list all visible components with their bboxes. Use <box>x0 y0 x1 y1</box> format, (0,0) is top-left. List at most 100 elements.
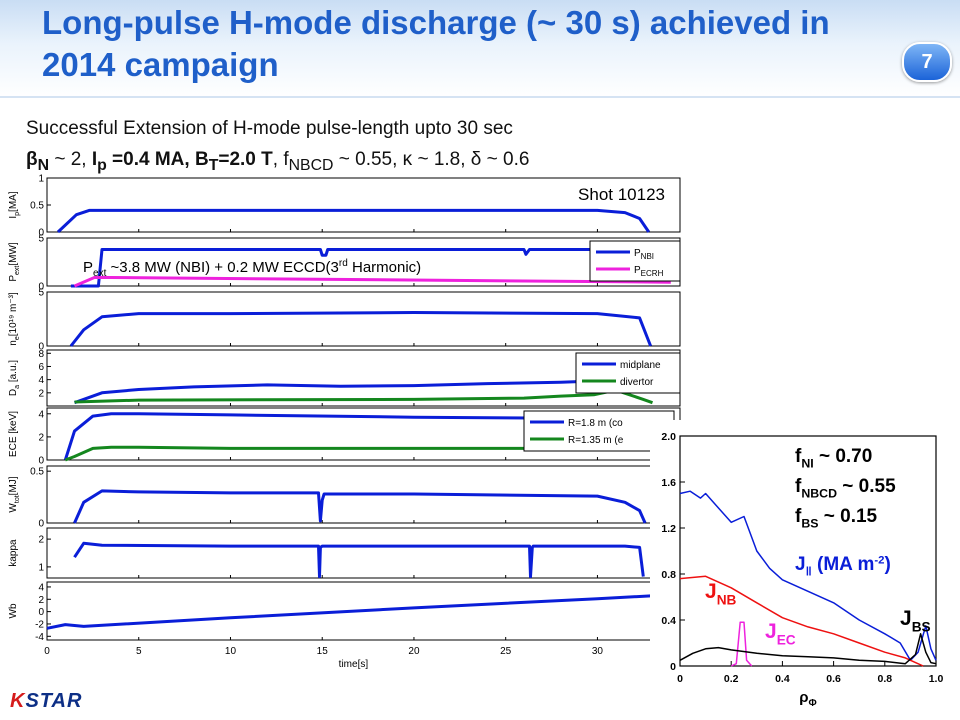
black-profile-line <box>679 633 937 665</box>
y-tick-label: 0 <box>38 342 44 353</box>
x-tick-label: 0.6 <box>826 673 841 685</box>
shape-parameters: ~ 0.55, κ ~ 1.8, δ ~ 0.6 <box>333 149 530 170</box>
y-tick-label: 0.5 <box>30 467 44 478</box>
blue-trace <box>46 592 681 630</box>
green-trace <box>74 388 654 405</box>
kstar-logo: KSTAR <box>10 690 82 713</box>
legend-label: PECRH <box>634 265 664 278</box>
ip-subscript: p <box>97 156 107 174</box>
panel-frame <box>46 177 681 233</box>
y-axis-label: Wb <box>8 603 19 618</box>
x-tick-label: 0.8 <box>877 673 892 685</box>
fnbcd-subscript: NBCD <box>288 156 334 174</box>
blue-trace <box>69 311 652 347</box>
x-tick-label: 20 <box>408 646 420 657</box>
y-tick-label: -2 <box>35 619 44 630</box>
legend-label: R=1.8 m (co <box>568 418 623 429</box>
y-tick-label: 0.5 <box>30 201 44 212</box>
x-tick-label: 0.2 <box>724 673 739 685</box>
y-tick-label: 2.0 <box>661 431 676 443</box>
beta-value: ~ 2, <box>49 149 92 170</box>
y-tick-label: 0 <box>670 661 676 673</box>
legend-label: divertor <box>620 377 654 388</box>
y-tick-label: 4 <box>38 582 44 593</box>
jbs-label: JBS <box>900 607 931 634</box>
y-axis-label: ne[10¹⁹ m⁻³] <box>8 292 21 346</box>
legend-box <box>575 352 681 394</box>
y-axis-label: Pext[MW] <box>8 242 21 282</box>
y-axis-label: Ip[MA] <box>8 191 21 218</box>
legend-label: R=1.35 m (e <box>568 435 624 446</box>
legend-label: midplane <box>620 360 661 371</box>
current-profile-chart: 2.0 1.6 1.2 0.8 0.4 00 0.2 0.4 0.6 0.8 1.0 ρΦ fNI ~ … <box>650 420 946 712</box>
blue-trace <box>56 208 651 234</box>
y-tick-label: 0 <box>38 228 44 239</box>
blue-trace <box>73 541 645 579</box>
y-tick-label: 2 <box>38 595 44 606</box>
power-annotation: Pext ~3.8 MW (NBI) + 0.2 MW ECCD(3rd Har… <box>83 258 421 279</box>
x-tick-label: 0 <box>677 673 683 685</box>
slide-header <box>0 0 960 98</box>
x-tick-label: 0.4 <box>775 673 790 685</box>
logo-k: K <box>10 690 26 712</box>
ip-value: =0.4 MA, B <box>106 149 209 170</box>
y-tick-label: 4 <box>38 375 44 386</box>
x-tick-label: 0 <box>44 646 50 657</box>
y-axis-label: Wtot[MJ] <box>8 476 21 512</box>
j-parallel-label: J‖ (MA m-2) <box>795 554 891 579</box>
jnb-label: JNB <box>705 580 737 607</box>
y-tick-label: 0 <box>38 282 44 293</box>
y-tick-label: 5 <box>38 234 44 245</box>
page-number-badge: 7 <box>902 42 952 82</box>
logo-star: STAR <box>25 690 83 712</box>
y-tick-label: -4 <box>35 632 44 643</box>
y-tick-label: 0.8 <box>661 569 676 581</box>
fnbcd-label: fNBCD ~ 0.55 <box>795 476 896 501</box>
ip-symbol: I <box>91 149 98 170</box>
y-tick-label: 1 <box>38 174 44 185</box>
x-tick-label: 1.0 <box>929 673 944 685</box>
bt-subscript: T <box>208 156 219 174</box>
x-tick-label: 15 <box>317 646 329 657</box>
y-tick-label: 1.2 <box>661 523 676 535</box>
fni-label: fNI ~ 0.70 <box>795 446 872 471</box>
jec-label: JEC <box>765 620 796 647</box>
y-tick-label: 4 <box>38 409 44 420</box>
y-tick-label: 8 <box>38 349 44 360</box>
blue-trace <box>73 489 647 524</box>
y-tick-label: 2 <box>38 535 44 546</box>
fbs-label: fBS ~ 0.15 <box>795 506 878 531</box>
blue-trace <box>70 248 653 288</box>
x-tick-label: 5 <box>136 646 142 657</box>
x-tick-label: 25 <box>500 646 512 657</box>
y-axis-label: Da [a.u.] <box>8 360 21 396</box>
x-tick-label: 30 <box>592 646 604 657</box>
panel-frame <box>46 527 681 579</box>
y-tick-label: 0 <box>38 519 44 530</box>
y-tick-label: 5 <box>38 288 44 299</box>
red-profile-line <box>679 575 924 667</box>
beta-symbol: β <box>26 149 38 170</box>
x-tick-label: 10 <box>225 646 237 657</box>
y-tick-label: 0.4 <box>661 615 676 627</box>
legend-box <box>523 410 675 452</box>
magenta-profile-line <box>730 621 753 667</box>
bt-value: =2.0 T <box>218 149 273 170</box>
fnbcd-symbol: , f <box>272 149 289 170</box>
x-axis-label: time[s] <box>339 659 369 670</box>
y-tick-label: 1 <box>38 562 44 573</box>
y-tick-label: 0 <box>38 607 44 618</box>
slide-title: Long-pulse H-mode discharge (~ 30 s) ach… <box>42 4 830 83</box>
y-tick-label: 2 <box>38 432 44 443</box>
y-tick-label: 2 <box>38 388 44 399</box>
y-axis-label: ECE [keV] <box>8 411 19 457</box>
y-axis-label: kappa <box>8 539 19 567</box>
blue-profile-line <box>679 490 937 662</box>
magenta-trace <box>73 275 671 288</box>
y-tick-label: 6 <box>38 362 44 373</box>
beta-subscript: N <box>37 156 50 174</box>
y-tick-label: 0 <box>38 456 44 467</box>
shot-label: Shot 10123 <box>578 185 665 204</box>
plasma-parameters: βN ~ 2, Ip =0.4 MA, BT=2.0 T, fNBCD ~ 0.… <box>26 149 529 175</box>
